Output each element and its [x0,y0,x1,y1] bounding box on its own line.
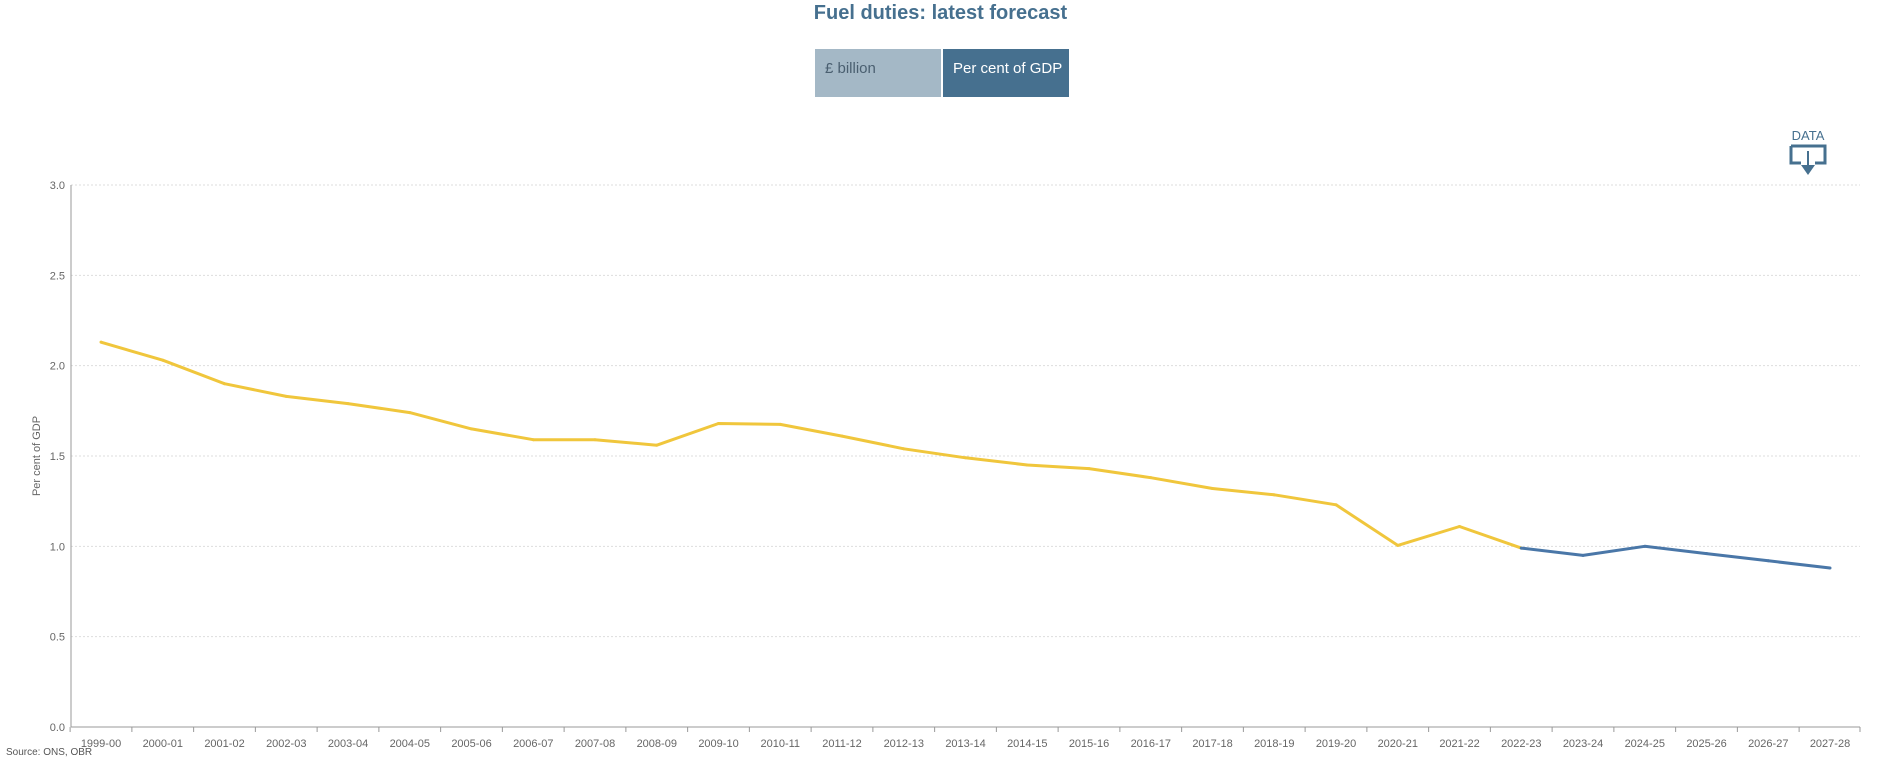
data-point [1705,552,1708,556]
data-point [1581,553,1585,557]
x-tick-label: 2006-07 [513,738,553,750]
x-tick-label: 2004-05 [390,738,430,750]
data-point [531,438,535,442]
per-cent-gdp-toggle-button[interactable]: Per cent of GDP [943,49,1069,97]
y-tick-label: 1.5 [50,451,65,463]
x-tick-label: 2007-08 [575,738,615,750]
x-tick-label: 2012-13 [884,738,924,750]
data-point [717,421,720,425]
billion-toggle-button[interactable]: £ billion [815,49,941,97]
y-axis-label: Per cent of GDP [31,416,43,496]
data-point [99,340,103,344]
data-point [1025,463,1029,467]
x-tick-label: 2024-25 [1625,738,1665,750]
x-tick-label: 2023-24 [1563,738,1603,750]
x-tick-label: 2010-11 [760,738,800,750]
data-point [655,443,659,447]
data-point [1766,559,1770,563]
x-tick-label: 2002-03 [266,738,306,750]
x-tick-label: 2017-18 [1192,738,1232,750]
data-point [1149,476,1153,480]
data-point [1211,487,1214,491]
x-tick-label: 2003-04 [328,738,368,750]
data-point [1272,493,1276,497]
y-tick-label: 0.0 [50,722,65,734]
data-point [408,411,412,415]
x-tick-label: 2027-28 [1810,738,1850,750]
x-tick-label: 2025-26 [1686,738,1726,750]
x-tick-label: 2015-16 [1069,738,1109,750]
data-point [470,427,473,431]
data-point [346,402,350,406]
y-tick-label: 2.0 [50,361,65,373]
data-point [1519,546,1523,550]
x-tick-label: 2020-21 [1378,738,1418,750]
x-tick-label: 2014-15 [1007,738,1047,750]
x-tick-label: 2001-02 [204,738,244,750]
data-point [778,422,782,426]
data-point [1458,524,1461,528]
x-tick-label: 2009-10 [698,738,738,750]
data-point [840,434,844,438]
data-point [1643,544,1647,548]
x-tick-label: 2000-01 [143,738,183,750]
x-tick-label: 2011-12 [822,738,862,750]
x-tick-label: 2005-06 [451,738,491,750]
data-point [964,456,967,460]
data-point [593,438,597,442]
y-tick-label: 3.0 [50,180,65,192]
data-point [1828,566,1832,570]
x-tick-label: 2008-09 [637,738,677,750]
x-tick-label: 2019-20 [1316,738,1356,750]
x-tick-label: 2022-23 [1501,738,1541,750]
data-point [1334,503,1338,507]
x-tick-label: 2013-14 [945,738,985,750]
chart-title: Fuel duties: latest forecast [813,2,1068,24]
data-point [902,447,906,451]
x-tick-label: 2026-27 [1748,738,1788,750]
data-point [1396,543,1400,547]
data-download-button[interactable]: DATA [1783,128,1833,177]
source-note: Source: ONS, OBR [6,747,93,758]
data-point [1519,546,1523,550]
data-point [284,394,288,398]
x-tick-label: 2016-17 [1131,738,1171,750]
outturn-line [100,340,1522,550]
data-point [161,358,165,362]
y-tick-label: 2.5 [50,270,65,282]
data-point [1087,467,1091,471]
data-point [223,382,226,386]
x-tick-label: 2021-22 [1439,738,1479,750]
x-tick-label: 2018-19 [1254,738,1294,750]
y-tick-label: 0.5 [50,632,65,644]
download-icon [1789,144,1827,175]
data-label: DATA [1791,128,1825,143]
forecast-line [1521,544,1831,570]
y-tick-label: 1.0 [50,541,65,553]
